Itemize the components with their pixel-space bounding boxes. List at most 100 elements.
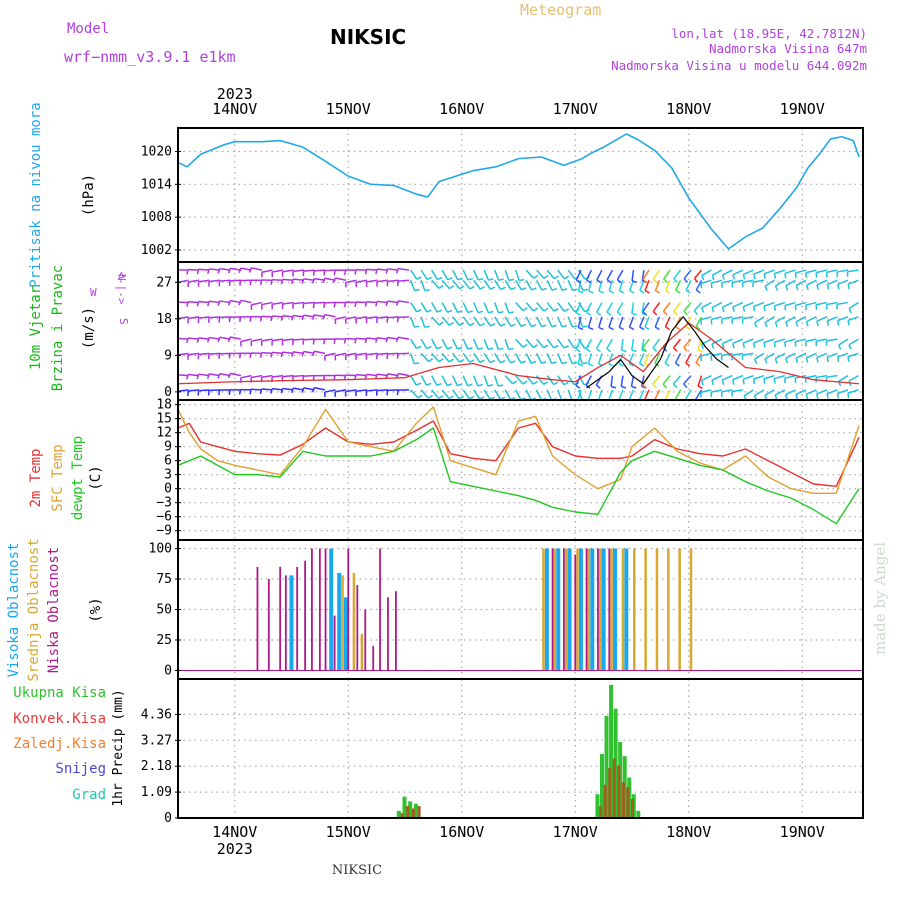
wind-barb bbox=[261, 269, 273, 274]
wind-barb-flag bbox=[711, 379, 715, 386]
wind-barb-flag bbox=[628, 362, 634, 367]
wind-barb bbox=[785, 352, 796, 360]
wind-barb bbox=[631, 302, 635, 314]
wind-barb bbox=[848, 301, 859, 310]
wind-barb-flag bbox=[721, 307, 725, 313]
wind-barb-flag bbox=[375, 301, 378, 307]
wind-barb-flag bbox=[618, 362, 624, 367]
wind-barb-flag bbox=[259, 352, 263, 358]
wind-barb bbox=[556, 353, 563, 364]
cloud-bar bbox=[567, 548, 572, 671]
wind-barb bbox=[577, 389, 582, 400]
wind-barb-flag bbox=[395, 268, 399, 274]
wind-barb bbox=[652, 269, 661, 280]
wind-barb bbox=[585, 338, 593, 350]
wind-barb bbox=[806, 316, 817, 323]
wind-barb bbox=[652, 375, 661, 385]
wind-barb-flag bbox=[642, 311, 648, 316]
wind-barb-flag bbox=[196, 269, 200, 275]
wind-barb bbox=[536, 279, 543, 291]
wind-barb bbox=[654, 353, 661, 364]
wind-barb-flag bbox=[553, 308, 559, 312]
wind-barb bbox=[536, 338, 545, 349]
wind-barb-flag bbox=[773, 305, 777, 311]
wind-barb bbox=[608, 316, 614, 328]
wind-barb bbox=[525, 353, 532, 364]
bottom-date-tick: 16NOV bbox=[439, 823, 484, 841]
wind-barb-flag bbox=[396, 389, 399, 396]
wind-barb bbox=[641, 302, 645, 314]
wind-barb bbox=[774, 374, 786, 380]
cloud-bar bbox=[574, 554, 577, 671]
wind-barb bbox=[732, 374, 744, 381]
wind-barb bbox=[616, 269, 624, 280]
wind-barb-flag bbox=[301, 278, 305, 284]
wind-barb bbox=[377, 373, 389, 377]
wind-barb-flag bbox=[695, 289, 701, 294]
wind-barb bbox=[251, 338, 263, 342]
wind-barb bbox=[618, 353, 624, 364]
wind-barb bbox=[695, 389, 703, 400]
wind-barb-flag bbox=[742, 379, 745, 385]
cloud-bar bbox=[551, 548, 554, 671]
wind-barb-flag bbox=[571, 361, 578, 365]
wind-barb-flag bbox=[695, 325, 701, 331]
wind-barb-flag bbox=[710, 282, 713, 289]
wind-barb bbox=[178, 389, 189, 393]
wind-barb-flag bbox=[448, 358, 454, 363]
wind-barb bbox=[722, 374, 733, 381]
wind-barb-flag bbox=[561, 324, 568, 328]
wind-barb-flag bbox=[301, 351, 305, 357]
wind-barb-flag bbox=[238, 300, 242, 306]
wind-barb bbox=[764, 389, 775, 396]
wind-barb-flag bbox=[683, 310, 688, 316]
wind-barb bbox=[208, 268, 221, 271]
wind-barb bbox=[431, 338, 438, 350]
wind-barb bbox=[387, 352, 399, 355]
wind-barb-flag bbox=[697, 348, 704, 353]
wind-barb-flag bbox=[488, 278, 494, 281]
wind-barb bbox=[303, 278, 315, 282]
wind-barb bbox=[597, 353, 603, 365]
wind-barb-flag bbox=[395, 300, 399, 306]
wind-barb bbox=[292, 278, 305, 282]
wind-barb-flag bbox=[479, 286, 486, 290]
wind-barb bbox=[282, 269, 294, 273]
wind-barb bbox=[816, 279, 828, 286]
wind-barb bbox=[355, 337, 368, 340]
wind-barb-flag bbox=[848, 308, 852, 314]
precip-conv-bar bbox=[406, 806, 410, 818]
wind-barb bbox=[209, 373, 221, 377]
wind-barb bbox=[473, 279, 481, 290]
wind-barb-flag bbox=[467, 383, 473, 387]
wind-barb bbox=[644, 353, 650, 364]
wind-barb bbox=[827, 279, 838, 286]
wind-barb bbox=[610, 375, 614, 387]
cloud-bar bbox=[553, 548, 557, 671]
compass-south: S bbox=[117, 318, 130, 325]
wind-barb-flag bbox=[322, 314, 326, 320]
wind-barb bbox=[324, 352, 336, 357]
wind-barb bbox=[198, 268, 210, 271]
wind-barb-flag bbox=[774, 358, 778, 364]
wind-barb bbox=[376, 268, 389, 271]
wind-barb-flag bbox=[764, 285, 768, 292]
wind-barb-flag bbox=[763, 378, 766, 384]
wind-barb-flag bbox=[510, 286, 516, 291]
temp-line-2 bbox=[177, 427, 860, 525]
wind-barb bbox=[556, 389, 563, 400]
wind-barb-flag bbox=[578, 290, 584, 294]
wind-barb-flag bbox=[784, 273, 787, 279]
wind-barb-flag bbox=[721, 274, 725, 280]
wind-barb-flag bbox=[551, 361, 557, 365]
wind-barb-flag bbox=[249, 352, 252, 359]
wind-barb bbox=[732, 269, 744, 276]
wind-barb bbox=[557, 302, 565, 312]
wind-barb bbox=[324, 389, 336, 393]
wind-barb-flag bbox=[644, 289, 650, 294]
wind-barb-flag bbox=[836, 356, 840, 363]
wind-barb-flag bbox=[588, 326, 594, 331]
wind-barb-flag bbox=[290, 387, 294, 394]
wind-barb-flag bbox=[805, 394, 809, 400]
cloud-bar bbox=[267, 579, 270, 671]
